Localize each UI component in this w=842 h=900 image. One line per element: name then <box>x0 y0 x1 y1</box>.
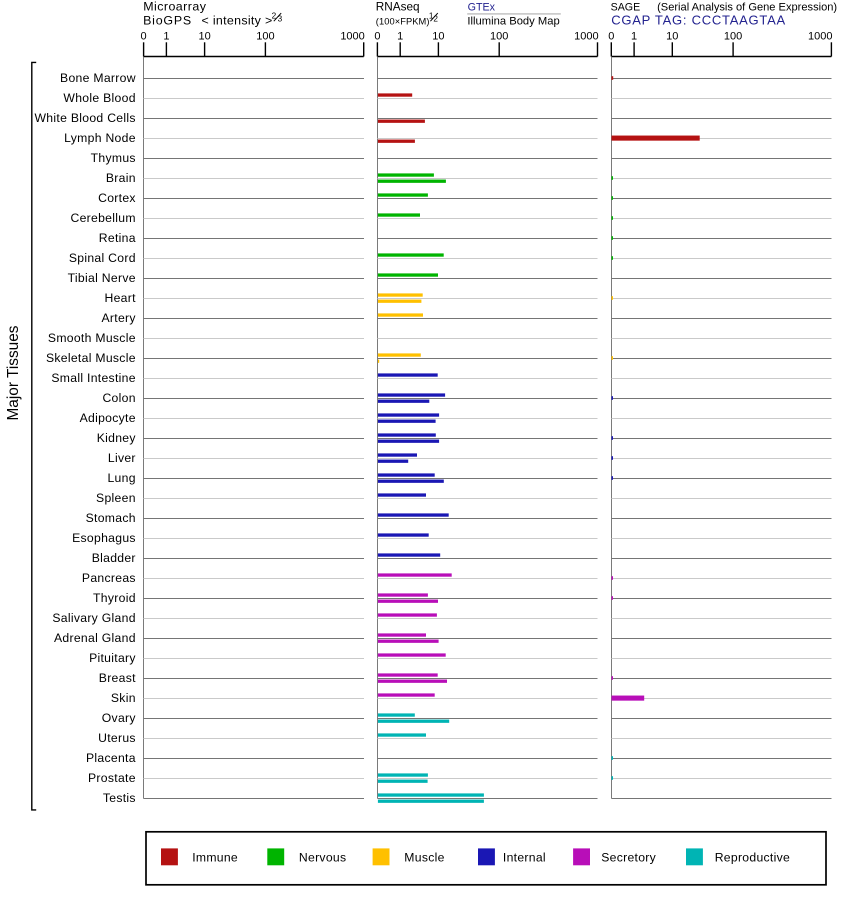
svg-text:White Blood Cells: White Blood Cells <box>35 111 136 125</box>
svg-text:Microarray: Microarray <box>143 0 206 13</box>
svg-text:Smooth Muscle: Smooth Muscle <box>48 331 136 345</box>
svg-text:Cortex: Cortex <box>98 191 136 205</box>
svg-text:Illumina Body Map: Illumina Body Map <box>467 16 559 28</box>
svg-text:Uterus: Uterus <box>98 731 136 745</box>
svg-text:Placenta: Placenta <box>86 751 136 765</box>
svg-text:Adrenal Gland: Adrenal Gland <box>54 631 136 645</box>
svg-text:CGAP TAG: CCCTAAGTAA: CGAP TAG: CCCTAAGTAA <box>611 13 785 28</box>
svg-text:Ovary: Ovary <box>102 711 137 725</box>
svg-text:Adipocyte: Adipocyte <box>80 411 136 425</box>
svg-text:100: 100 <box>490 31 508 43</box>
svg-text:Spleen: Spleen <box>96 491 136 505</box>
svg-text:Secretory: Secretory <box>601 851 656 865</box>
svg-text:Thymus: Thymus <box>91 151 136 165</box>
svg-text:Cerebellum: Cerebellum <box>70 211 135 225</box>
svg-text:Lymph Node: Lymph Node <box>64 131 136 145</box>
svg-text:Lung: Lung <box>107 471 135 485</box>
svg-text:1: 1 <box>631 31 637 43</box>
svg-text:GTEx: GTEx <box>468 1 496 13</box>
svg-text:Internal: Internal <box>503 851 546 865</box>
svg-text:< intensity >: < intensity > <box>202 14 273 28</box>
svg-text:0: 0 <box>608 31 614 43</box>
svg-text:10: 10 <box>432 31 444 43</box>
svg-text:Small Intestine: Small Intestine <box>51 371 135 385</box>
svg-text:Muscle: Muscle <box>404 851 444 865</box>
svg-text:Spinal Cord: Spinal Cord <box>69 251 136 265</box>
svg-text:Pituitary: Pituitary <box>89 651 136 665</box>
svg-text:2: 2 <box>272 11 277 20</box>
svg-text:Skeletal Muscle: Skeletal Muscle <box>46 351 136 365</box>
svg-text:(Serial Analysis of Gene Expre: (Serial Analysis of Gene Expression) <box>657 1 837 13</box>
svg-text:Reproductive: Reproductive <box>715 851 790 865</box>
svg-text:RNAseq: RNAseq <box>376 0 420 13</box>
svg-text:Breast: Breast <box>99 671 136 685</box>
svg-text:10: 10 <box>198 31 210 43</box>
svg-text:1: 1 <box>163 31 169 43</box>
svg-text:3: 3 <box>278 15 283 24</box>
svg-text:Heart: Heart <box>104 291 136 305</box>
svg-text:Brain: Brain <box>106 171 136 185</box>
svg-text:Immune: Immune <box>192 851 238 865</box>
svg-text:0: 0 <box>374 31 380 43</box>
svg-text:10: 10 <box>666 31 678 43</box>
svg-text:Artery: Artery <box>101 311 136 325</box>
svg-text:1000: 1000 <box>574 31 598 43</box>
svg-text:Liver: Liver <box>108 451 136 465</box>
svg-text:1000: 1000 <box>808 31 832 43</box>
svg-text:Whole Blood: Whole Blood <box>63 91 135 105</box>
svg-text:100: 100 <box>256 31 274 43</box>
svg-text:Nervous: Nervous <box>299 851 346 865</box>
svg-text:Bone Marrow: Bone Marrow <box>60 71 136 85</box>
svg-text:1000: 1000 <box>340 31 364 43</box>
svg-text:(100×FPKM): (100×FPKM) <box>376 17 430 27</box>
svg-text:Colon: Colon <box>102 391 135 405</box>
svg-text:Esophagus: Esophagus <box>72 531 136 545</box>
svg-text:Prostate: Prostate <box>88 771 136 785</box>
svg-text:Skin: Skin <box>111 691 136 705</box>
svg-text:1: 1 <box>397 31 403 43</box>
svg-text:SAGE: SAGE <box>611 1 641 13</box>
svg-text:Thyroid: Thyroid <box>93 591 136 605</box>
svg-text:1: 1 <box>429 11 434 20</box>
svg-text:BioGPS: BioGPS <box>143 14 191 28</box>
svg-text:Tibial Nerve: Tibial Nerve <box>68 271 136 285</box>
svg-text:100: 100 <box>724 31 742 43</box>
svg-text:0: 0 <box>141 31 147 43</box>
svg-text:Pancreas: Pancreas <box>82 571 136 585</box>
svg-text:Stomach: Stomach <box>86 511 136 525</box>
svg-text:Retina: Retina <box>99 231 136 245</box>
svg-text:Major Tissues: Major Tissues <box>5 325 22 420</box>
svg-text:2: 2 <box>433 15 438 24</box>
svg-text:Testis: Testis <box>103 791 136 805</box>
svg-text:Kidney: Kidney <box>97 431 137 445</box>
svg-text:Bladder: Bladder <box>92 551 136 565</box>
svg-text:Salivary Gland: Salivary Gland <box>52 611 135 625</box>
